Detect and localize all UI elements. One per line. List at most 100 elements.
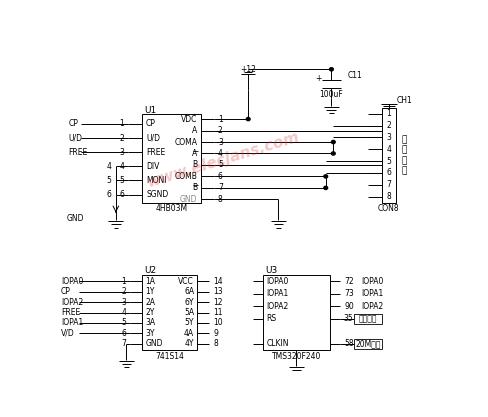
Text: 1: 1: [120, 119, 124, 128]
Text: 6: 6: [119, 190, 124, 199]
Text: A: A: [192, 149, 197, 158]
Text: 5: 5: [218, 161, 223, 169]
Text: FREE: FREE: [61, 308, 80, 317]
Text: GND: GND: [180, 195, 197, 204]
Text: A: A: [192, 126, 197, 135]
Text: 1: 1: [386, 109, 391, 118]
Text: IOPA1: IOPA1: [61, 319, 83, 327]
Text: 8: 8: [213, 339, 218, 348]
Text: 4A: 4A: [184, 329, 194, 338]
Text: 1: 1: [122, 277, 126, 286]
Text: U/D: U/D: [68, 133, 82, 143]
Text: VDC: VDC: [181, 115, 197, 123]
Text: 741S14: 741S14: [155, 352, 184, 361]
Text: 复位电路: 复位电路: [359, 314, 378, 323]
Text: MONI: MONI: [146, 176, 166, 185]
Text: U/D: U/D: [146, 133, 160, 143]
Circle shape: [246, 118, 250, 121]
Text: IOPA1: IOPA1: [362, 289, 384, 298]
Text: 4: 4: [119, 162, 124, 171]
Text: 20M晶振: 20M晶振: [356, 339, 381, 348]
Text: TMS320F240: TMS320F240: [272, 352, 321, 361]
Text: IOPA0: IOPA0: [362, 277, 384, 286]
Text: 9: 9: [213, 329, 218, 338]
Bar: [142, 114, 201, 203]
Text: 6: 6: [386, 168, 391, 178]
Text: SGND: SGND: [146, 190, 168, 199]
Text: +12: +12: [240, 65, 256, 74]
Text: GND: GND: [145, 339, 163, 348]
Text: FREE: FREE: [68, 148, 88, 157]
Text: 90: 90: [345, 302, 354, 311]
Text: 5A: 5A: [184, 308, 194, 317]
Text: 3Y: 3Y: [145, 329, 155, 338]
Text: C11: C11: [347, 71, 362, 80]
Text: 6A: 6A: [184, 287, 194, 296]
Text: 13: 13: [213, 287, 223, 296]
Text: 2: 2: [120, 133, 124, 143]
Text: 3: 3: [122, 298, 126, 306]
Text: COMA: COMA: [174, 138, 197, 146]
Text: 6: 6: [218, 172, 223, 181]
Text: 5Y: 5Y: [184, 319, 194, 327]
Text: 5: 5: [106, 176, 111, 185]
Text: 6Y: 6Y: [184, 298, 194, 306]
Text: 4HB03M: 4HB03M: [156, 204, 188, 213]
Text: 11: 11: [213, 308, 223, 317]
Text: www.elecjans.com: www.elecjans.com: [145, 129, 302, 190]
Text: 1Y: 1Y: [145, 287, 155, 296]
Text: GND: GND: [67, 214, 84, 223]
Bar: [142, 275, 197, 350]
Text: 2: 2: [218, 126, 223, 135]
Text: 8: 8: [386, 192, 391, 201]
Text: 5: 5: [119, 176, 124, 185]
Text: +: +: [315, 75, 322, 83]
Text: 35: 35: [344, 314, 354, 323]
Text: 1: 1: [218, 115, 223, 123]
Text: 12: 12: [213, 298, 223, 306]
Text: 72: 72: [345, 277, 354, 286]
Text: FREE: FREE: [146, 148, 165, 157]
Text: U2: U2: [144, 266, 156, 275]
Text: 4: 4: [122, 308, 126, 317]
Text: IOPA2: IOPA2: [61, 298, 83, 306]
Circle shape: [331, 141, 335, 143]
Text: V/D: V/D: [61, 329, 75, 338]
Text: 58: 58: [344, 339, 353, 348]
Circle shape: [324, 175, 327, 178]
Text: 7: 7: [218, 183, 223, 192]
Text: 73: 73: [345, 289, 354, 298]
Text: 3: 3: [218, 138, 223, 146]
Text: 2A: 2A: [145, 298, 155, 306]
Text: 7: 7: [122, 339, 126, 348]
Circle shape: [324, 186, 327, 189]
Text: RS: RS: [266, 314, 277, 323]
Text: IOPA0: IOPA0: [61, 277, 83, 286]
Text: 14: 14: [213, 277, 223, 286]
Text: 7: 7: [386, 180, 391, 189]
Text: 外
接
电
机: 外 接 电 机: [402, 135, 407, 175]
Bar: [382, 108, 396, 203]
Text: 6: 6: [106, 190, 111, 199]
Text: U1: U1: [144, 106, 157, 115]
Circle shape: [331, 152, 335, 155]
Text: 1A: 1A: [145, 277, 155, 286]
Text: 4: 4: [218, 149, 223, 158]
Bar: [354, 314, 383, 324]
Text: 4Y: 4Y: [184, 339, 194, 348]
Text: IOPA0: IOPA0: [266, 277, 289, 286]
Text: 4: 4: [386, 145, 391, 154]
Text: IOPA2: IOPA2: [362, 302, 384, 311]
Text: DIV: DIV: [146, 162, 160, 171]
Bar: [264, 275, 329, 350]
Text: 3A: 3A: [145, 319, 156, 327]
Text: 100uF: 100uF: [320, 90, 343, 98]
Text: IOPA2: IOPA2: [266, 302, 288, 311]
Text: 3: 3: [386, 133, 391, 142]
Circle shape: [329, 68, 333, 71]
Text: CP: CP: [61, 287, 71, 296]
Text: VCC: VCC: [179, 277, 194, 286]
Text: B: B: [192, 161, 197, 169]
Text: IOPA1: IOPA1: [266, 289, 288, 298]
Text: COMB: COMB: [174, 172, 197, 181]
